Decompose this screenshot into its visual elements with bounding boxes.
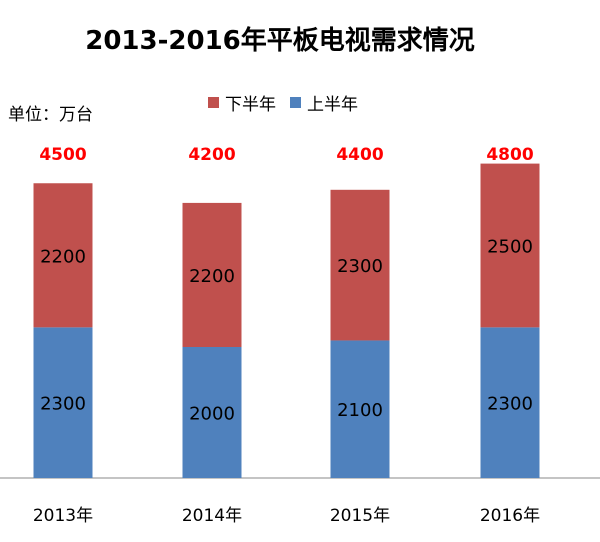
bar-first-half <box>330 340 390 478</box>
bar-first-half <box>182 347 242 478</box>
chart-title: 2013-2016年平板电视需求情况 <box>85 26 475 56</box>
bar-value-label: 2200 <box>189 266 235 287</box>
bar-value-label: 2000 <box>189 404 235 425</box>
x-tick-label: 2014年 <box>182 506 242 526</box>
bar-second-half <box>33 183 93 328</box>
total-label: 4500 <box>39 145 86 165</box>
unit-label: 单位：万台 <box>8 105 93 125</box>
legend-item-first-half: 上半年 <box>290 90 358 115</box>
bar-value-label: 2300 <box>487 394 533 415</box>
legend-item-second-half: 下半年 <box>208 90 276 115</box>
bar-value-label: 2500 <box>487 236 533 257</box>
total-label: 4400 <box>336 145 383 165</box>
legend-label-first-half: 上半年 <box>307 95 358 115</box>
bar-first-half <box>33 327 93 478</box>
x-tick-label: 2013年 <box>33 506 93 526</box>
legend-swatch-first-half <box>290 97 301 108</box>
bar-value-label: 2300 <box>337 256 383 277</box>
bar-second-half <box>480 163 540 328</box>
x-tick-label: 2016年 <box>480 506 540 526</box>
bar-second-half <box>330 189 390 341</box>
bar-first-half <box>480 327 540 478</box>
total-label: 4800 <box>486 145 533 165</box>
bar-value-label: 2200 <box>40 246 86 267</box>
total-label: 4200 <box>188 145 235 165</box>
bar-second-half <box>182 202 242 347</box>
legend-label-second-half: 下半年 <box>225 95 276 115</box>
legend-swatch-second-half <box>208 97 219 108</box>
x-tick-label: 2015年 <box>330 506 390 526</box>
bar-value-label: 2300 <box>40 394 86 415</box>
legend: 下半年 上半年 <box>208 90 372 115</box>
bar-value-label: 2100 <box>337 400 383 421</box>
